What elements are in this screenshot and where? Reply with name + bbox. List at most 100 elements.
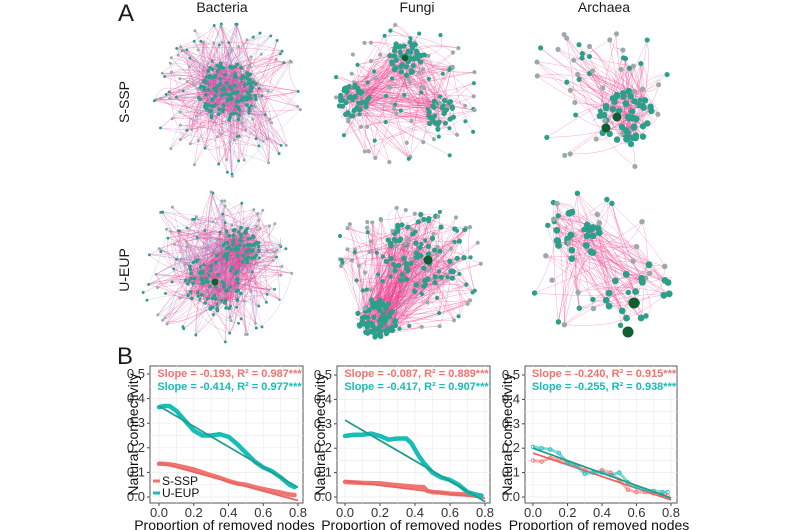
- network-node: [296, 89, 300, 93]
- network-edge: [230, 67, 237, 107]
- network-edge: [248, 61, 292, 114]
- network-edge: [220, 77, 237, 135]
- network-edge: [160, 98, 222, 135]
- network-edge: [238, 114, 282, 146]
- network-node: [206, 103, 210, 107]
- network-edge: [162, 41, 204, 74]
- network-panels: [141, 22, 673, 344]
- network-edge: [196, 112, 231, 117]
- network-node: [265, 137, 269, 141]
- network-edge: [383, 87, 390, 123]
- network-node: [268, 117, 272, 121]
- network-node: [185, 80, 189, 84]
- network-edge: [234, 76, 268, 140]
- y-axis-label: Natural connectivity: [499, 373, 515, 495]
- network-node: [168, 97, 171, 100]
- network-edge: [238, 80, 251, 92]
- network-node: [267, 161, 271, 165]
- network-edge: [236, 24, 242, 69]
- network-edge: [176, 48, 221, 85]
- network-edge: [347, 109, 430, 113]
- network-bacteria-s-ssp: [152, 22, 302, 178]
- network-node: [251, 80, 255, 84]
- network-node: [239, 98, 244, 102]
- network-node: [210, 59, 214, 63]
- network-node: [192, 83, 196, 87]
- network-node: [249, 96, 253, 101]
- network-node: [215, 135, 219, 139]
- network-node: [228, 112, 233, 117]
- network-edge: [183, 50, 218, 87]
- panel-b-letter: B: [117, 343, 134, 370]
- network-edge: [370, 42, 435, 108]
- network-node: [225, 158, 229, 162]
- slope-annotation: Slope = -0.193, R² = 0.987***: [157, 368, 302, 380]
- network-edge: [238, 62, 285, 120]
- network-node: [233, 94, 236, 98]
- network-node: [163, 75, 167, 78]
- network-node: [169, 56, 173, 60]
- network-node: [237, 134, 241, 138]
- network-edge: [220, 78, 268, 140]
- network-node: [237, 107, 241, 112]
- network-edge: [220, 24, 238, 79]
- network-node: [239, 65, 243, 69]
- network-edge: [169, 65, 218, 99]
- network-node: [198, 97, 202, 102]
- network-node: [217, 43, 221, 47]
- network-node: [244, 128, 248, 132]
- network-edge: [171, 78, 242, 119]
- network-edge: [186, 93, 230, 131]
- network-edge: [230, 97, 260, 147]
- slope-annotation: Slope = -0.414, R² = 0.977***: [157, 381, 302, 393]
- network-node: [226, 92, 230, 97]
- network-edge: [179, 77, 202, 87]
- network-node: [237, 159, 241, 163]
- network-edge: [160, 127, 259, 147]
- network-node: [240, 74, 245, 78]
- network-edge: [390, 30, 453, 67]
- network-node: [223, 72, 228, 77]
- network-node: [204, 93, 208, 97]
- network-edge: [221, 23, 239, 102]
- network-node: [254, 97, 258, 101]
- network-edge: [227, 91, 299, 102]
- network-edge: [358, 102, 376, 158]
- network-edge: [360, 92, 376, 159]
- network-node: [178, 77, 182, 81]
- network-node: [231, 90, 235, 95]
- network-edge: [220, 26, 227, 90]
- network-edge: [233, 39, 248, 86]
- network-node: [236, 117, 241, 121]
- network-edge: [171, 57, 206, 82]
- network-edge: [176, 96, 240, 116]
- network-node: [230, 174, 234, 178]
- network-edge: [366, 58, 415, 128]
- column-title-bacteria: Bacteria: [196, 0, 248, 15]
- network-node: [247, 111, 251, 115]
- network-node: [181, 89, 185, 93]
- network-node: [168, 61, 172, 65]
- network-edge: [406, 58, 421, 143]
- network-node: [199, 39, 203, 43]
- network-edge: [186, 49, 225, 95]
- network-node: [366, 149, 371, 154]
- network-node: [204, 75, 209, 79]
- network-node: [248, 84, 253, 88]
- network-edge: [220, 65, 250, 135]
- network-node: [232, 138, 236, 142]
- network-edge: [252, 81, 270, 163]
- network-node: [233, 64, 238, 68]
- network-node: [368, 40, 373, 45]
- network-edge: [412, 58, 450, 103]
- network-edge: [410, 69, 424, 158]
- network-edge: [237, 101, 243, 137]
- network-edge: [170, 95, 216, 149]
- network-node: [244, 95, 249, 99]
- slope-annotation: Slope = -0.240, R² = 0.915***: [532, 368, 677, 380]
- network-node: [269, 34, 273, 38]
- network-node: [233, 83, 237, 88]
- network-edge: [428, 67, 451, 113]
- network-edge: [236, 64, 247, 93]
- network-edge: [218, 105, 237, 115]
